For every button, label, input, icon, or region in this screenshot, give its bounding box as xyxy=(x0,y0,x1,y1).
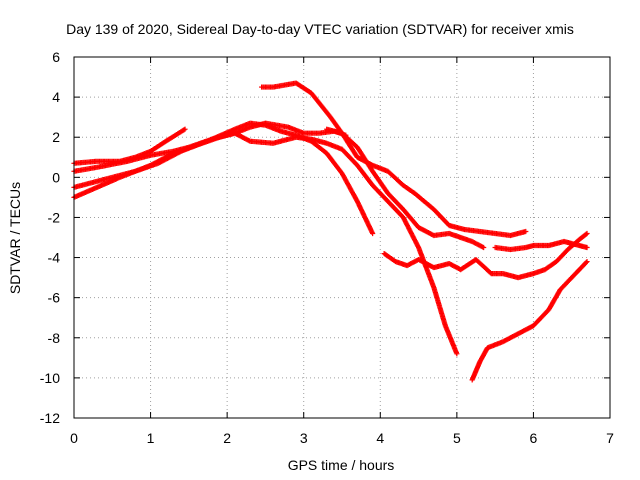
data-point xyxy=(481,244,487,251)
x-tick-label: 4 xyxy=(376,430,384,446)
y-tick-label: -10 xyxy=(40,370,60,386)
y-tick-label: -12 xyxy=(40,410,60,426)
data-point xyxy=(523,228,529,235)
series-track-4 xyxy=(71,130,460,357)
x-tick-label: 6 xyxy=(530,430,538,446)
series-track-9 xyxy=(469,258,590,383)
grid xyxy=(74,57,610,418)
data-point xyxy=(583,259,589,266)
x-tick-label: 7 xyxy=(606,430,614,446)
data-point xyxy=(370,230,376,237)
y-tick-label: 6 xyxy=(52,49,60,65)
y-tick-label: -8 xyxy=(48,330,61,346)
y-tick-label: 0 xyxy=(52,169,60,185)
y-tick-label: 4 xyxy=(52,89,60,105)
data-point xyxy=(584,230,590,237)
y-axis-label: SDTVAR / TECUs xyxy=(7,182,23,294)
x-tick-label: 1 xyxy=(147,430,155,446)
series-layer xyxy=(71,80,590,383)
x-tick-label: 0 xyxy=(70,430,78,446)
chart-title: Day 139 of 2020, Sidereal Day-to-day VTE… xyxy=(66,21,574,37)
x-tick-label: 3 xyxy=(300,430,308,446)
series-track-3 xyxy=(71,120,376,237)
x-axis: 0 1 2 3 4 5 6 7 xyxy=(70,57,614,446)
x-tick-label: 5 xyxy=(453,430,461,446)
series-track-5 xyxy=(259,80,529,239)
series-track-2 xyxy=(71,120,349,174)
plot-frame xyxy=(73,56,611,419)
series-track-7 xyxy=(381,230,590,281)
series-track-8 xyxy=(492,238,590,253)
data-point xyxy=(584,258,590,265)
x-tick-label: 2 xyxy=(223,430,231,446)
data-point xyxy=(584,244,590,251)
series-track-6 xyxy=(324,126,487,251)
y-tick-label: -4 xyxy=(48,250,61,266)
x-axis-label: GPS time / hours xyxy=(288,457,395,473)
data-point xyxy=(583,231,589,237)
y-tick-label: -2 xyxy=(48,209,61,225)
y-tick-label: -6 xyxy=(48,290,61,306)
y-axis: -12 -10 -8 -6 -4 -2 0 2 4 6 xyxy=(40,49,610,426)
data-point xyxy=(181,127,187,133)
data-point xyxy=(454,351,460,357)
data-point xyxy=(182,126,188,132)
y-tick-label: 2 xyxy=(52,129,60,145)
